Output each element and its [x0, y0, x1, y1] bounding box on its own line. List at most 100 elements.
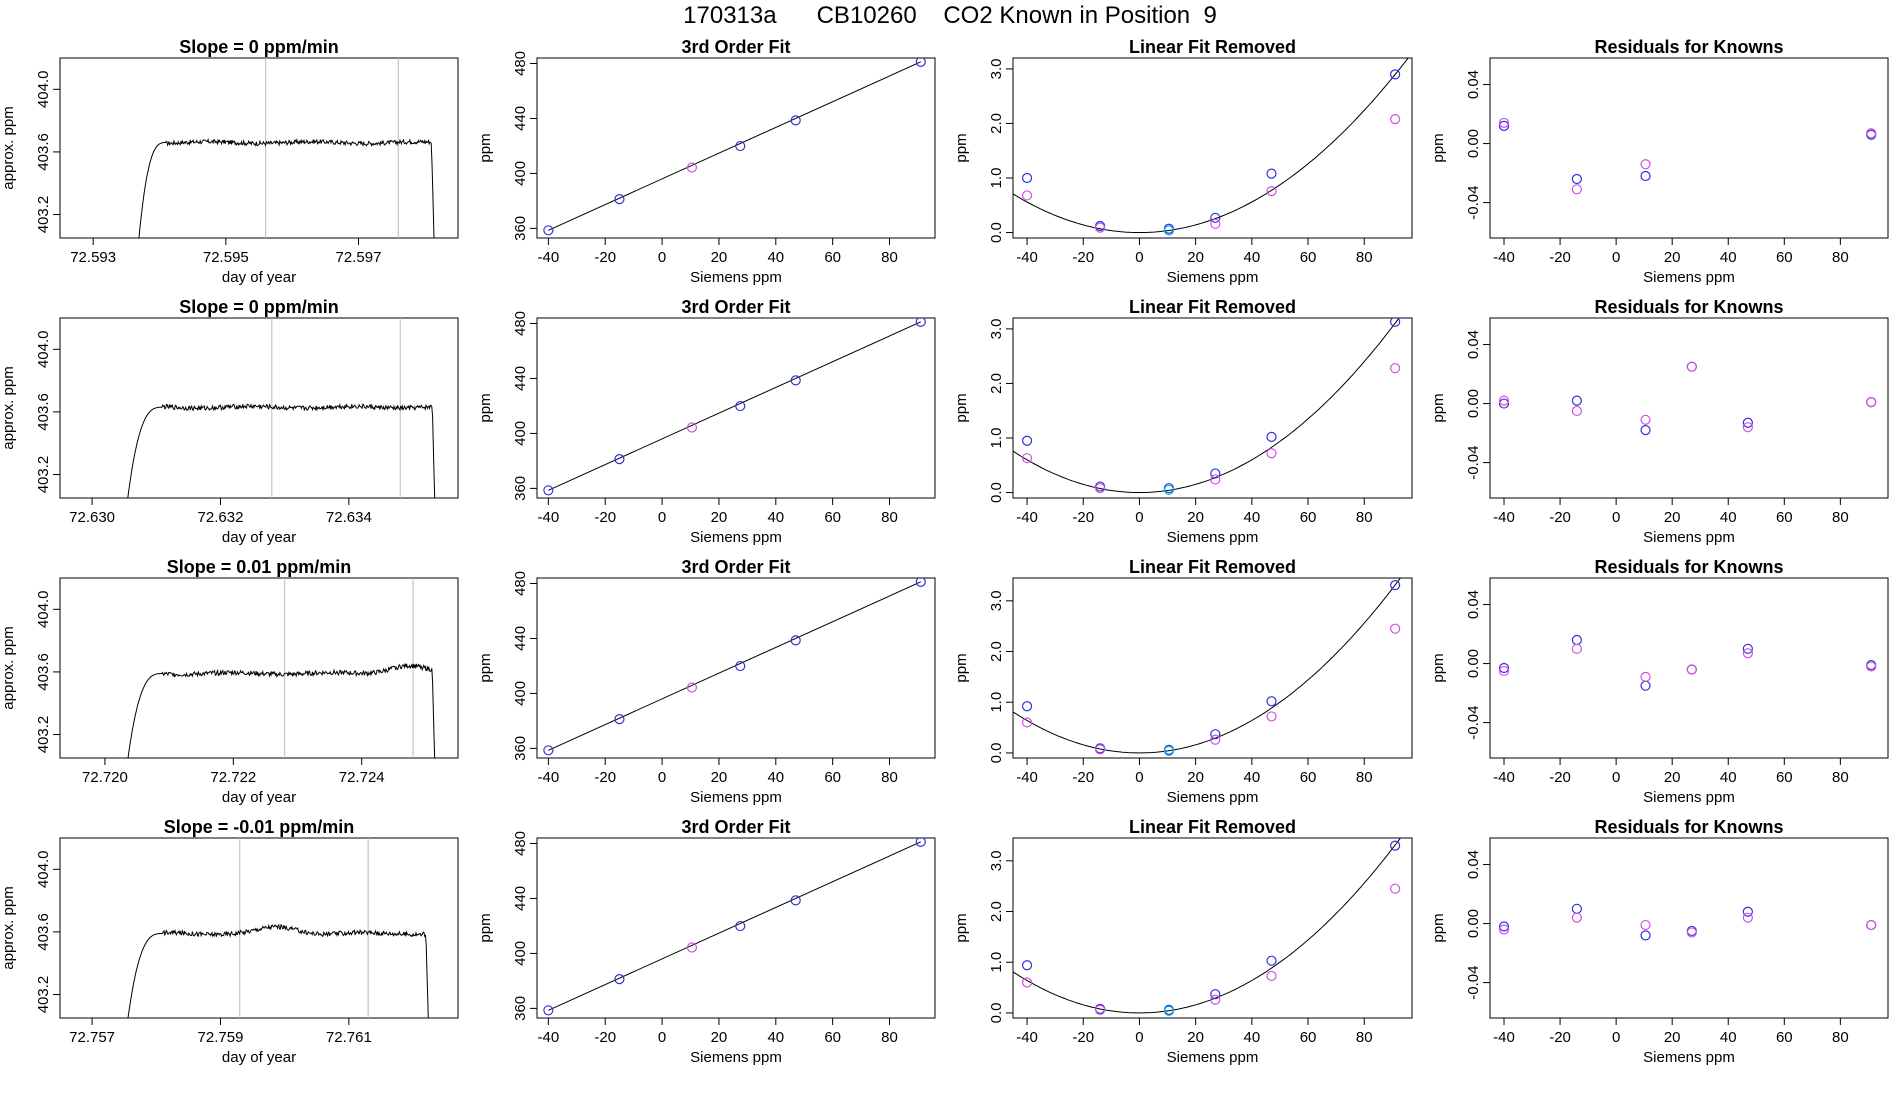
y-tick-label: 0.0 [988, 482, 1005, 503]
plot-frame [536, 577, 936, 759]
plot-area [1498, 634, 1877, 691]
data-point [1640, 159, 1651, 170]
data-point [686, 682, 698, 693]
plot-area [1013, 58, 1409, 236]
y-tick-label: -0.04 [1465, 705, 1482, 739]
data-point [1866, 919, 1877, 931]
y-tick-label: 404.0 [35, 331, 52, 369]
x-tick-label: 40 [767, 249, 784, 266]
x-tick-label: -20 [1549, 509, 1571, 526]
data-point [1021, 717, 1033, 728]
y-tick-label: 403.2 [35, 456, 52, 494]
x-tick-label: 72.720 [82, 769, 128, 786]
quadratic-curve [1013, 318, 1400, 493]
y-tick-label: 440 [512, 106, 529, 131]
y-tick-label: 2.0 [988, 373, 1005, 394]
data-point [1095, 744, 1106, 755]
x-tick-label: 20 [1187, 249, 1204, 266]
data-point [1742, 912, 1753, 923]
plot-frame [1489, 837, 1889, 1019]
y-tick-label: 0.04 [1465, 330, 1482, 359]
fit-line [548, 841, 921, 1011]
data-point [543, 1005, 554, 1016]
x-tick-label: 40 [767, 509, 784, 526]
fit-line [548, 581, 921, 751]
panel-time-row3: Slope = 0.01 ppm/min 72.720 72.722 72.724 40… [0, 557, 459, 806]
x-tick-label: -40 [1493, 509, 1515, 526]
panel-title: Linear Fit Removed [1129, 817, 1296, 837]
data-point [1742, 643, 1753, 654]
panel-linear-row1: Linear Fit Removed -40 -20 0 20 40 60 80 0.0 1.0 2… [953, 37, 1413, 286]
x-tick-label: 20 [1664, 249, 1681, 266]
x-tick-label: 20 [711, 249, 728, 266]
data-point [1640, 425, 1651, 436]
data-point [1640, 680, 1651, 691]
data-point [1390, 318, 1401, 327]
x-tick-label: 0 [1135, 509, 1143, 526]
panel-fit-row2: 3rd Order Fit -40 -20 0 20 40 60 80 360 400 440 480… [477, 297, 936, 546]
data-point [1210, 734, 1221, 745]
x-tick-label: 0 [1612, 1029, 1620, 1046]
data-point [790, 895, 801, 906]
y-axis-label: approx. ppm [0, 886, 17, 969]
y-axis-label: ppm [953, 653, 970, 682]
data-point [1498, 665, 1510, 677]
x-tick-label: -40 [1016, 769, 1038, 786]
x-tick-label: 72.634 [326, 509, 372, 526]
y-tick-label: 404.0 [35, 851, 52, 889]
data-point [1266, 711, 1277, 722]
panel-time-row4: Slope = -0.01 ppm/min 72.757 72.759 72.761 4… [0, 817, 459, 1066]
data-point [1498, 921, 1510, 932]
y-tick-label: 440 [512, 366, 529, 391]
data-point [614, 194, 625, 205]
x-axis-label: Siemens ppm [690, 1049, 782, 1066]
data-point [686, 942, 698, 953]
x-tick-label: -20 [1549, 249, 1571, 266]
data-point [614, 974, 625, 985]
panel-fit-row1: 3rd Order Fit -40 -20 0 20 40 60 80 360 400 440 480… [477, 37, 936, 286]
data-point [1266, 431, 1277, 443]
data-point [1498, 924, 1510, 935]
x-axis-label: Siemens ppm [1167, 269, 1259, 286]
x-tick-label: -20 [1072, 249, 1094, 266]
data-point [543, 745, 554, 756]
y-tick-label: 0.04 [1465, 850, 1482, 879]
data-point [1742, 417, 1753, 428]
y-tick-label: 403.6 [35, 393, 52, 431]
x-tick-label: 60 [1776, 1029, 1793, 1046]
x-tick-label: 60 [824, 769, 841, 786]
x-tick-label: 80 [1832, 509, 1849, 526]
plot-frame [1012, 57, 1413, 239]
data-point [735, 400, 746, 412]
x-tick-label: 60 [1300, 509, 1317, 526]
data-point [915, 838, 926, 847]
y-axis-label: approx. ppm [0, 366, 17, 449]
x-axis-label: Siemens ppm [1643, 529, 1735, 546]
y-tick-label: 403.6 [35, 653, 52, 691]
plot-area [1013, 318, 1401, 495]
plot-area [543, 838, 926, 1016]
y-tick-label: 2.0 [988, 113, 1005, 134]
data-point [1210, 729, 1221, 740]
y-tick-label: 360 [512, 476, 529, 501]
panel-linear-row2: Linear Fit Removed -40 -20 0 20 40 60 80 0.0 1.0 2… [953, 297, 1413, 546]
y-tick-label: 480 [512, 831, 529, 856]
y-tick-label: 0.04 [1465, 590, 1482, 619]
data-point [1210, 468, 1221, 479]
panel-title: Residuals for Knowns [1594, 817, 1783, 837]
x-tick-label: 60 [824, 1029, 841, 1046]
x-tick-label: 72.597 [336, 249, 382, 266]
y-axis-label: ppm [477, 913, 494, 942]
fit-line [548, 61, 921, 231]
y-tick-label: -0.04 [1465, 965, 1482, 999]
y-tick-label: 403.2 [35, 976, 52, 1014]
panel-resid-row4: Residuals for Knowns -40 -20 0 20 40 60 80 -0.04… [1430, 817, 1889, 1066]
data-point [1095, 1004, 1106, 1015]
plot-area [543, 318, 926, 496]
x-tick-label: 40 [1243, 769, 1260, 786]
y-tick-label: 404.0 [35, 71, 52, 109]
data-point [1498, 662, 1510, 674]
plot-area [1498, 903, 1877, 941]
x-axis-label: day of year [222, 529, 296, 546]
panel-title: Slope = 0 ppm/min [179, 37, 339, 57]
